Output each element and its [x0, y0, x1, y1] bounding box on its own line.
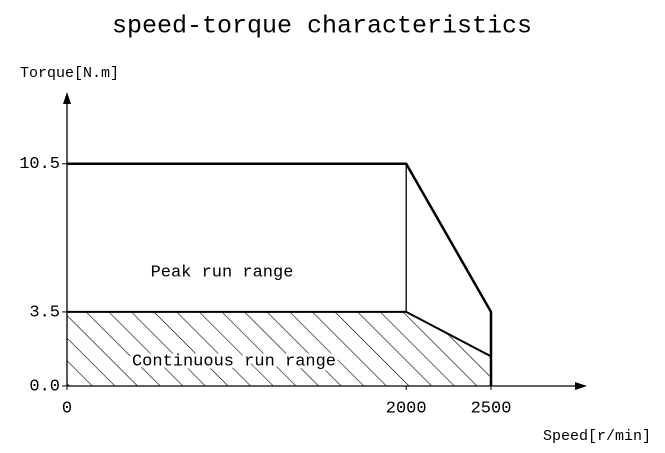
y-tick-label: 10.5	[19, 155, 60, 174]
peak-range-label: Peak run range	[151, 263, 294, 282]
y-tick-label: 0.0	[29, 377, 60, 396]
hatched-area	[67, 311, 491, 386]
y-axis-label: Torque[N.m]	[20, 65, 119, 82]
series-line	[67, 310, 492, 386]
x-axis-label: Speed[r/min]	[543, 428, 651, 445]
series-line	[67, 162, 493, 386]
y-tick-label: 3.5	[29, 303, 60, 322]
x-tick-label: 2000	[386, 399, 427, 418]
x-axis-arrow	[575, 382, 587, 390]
chart-title: speed-torque characteristics	[112, 12, 532, 41]
continuous-range-label: Continuous run range	[132, 352, 336, 371]
y-axis-arrow	[63, 92, 71, 104]
plot	[67, 162, 493, 386]
x-tick-label: 2500	[471, 399, 512, 418]
x-tick-label: 0	[62, 399, 72, 418]
